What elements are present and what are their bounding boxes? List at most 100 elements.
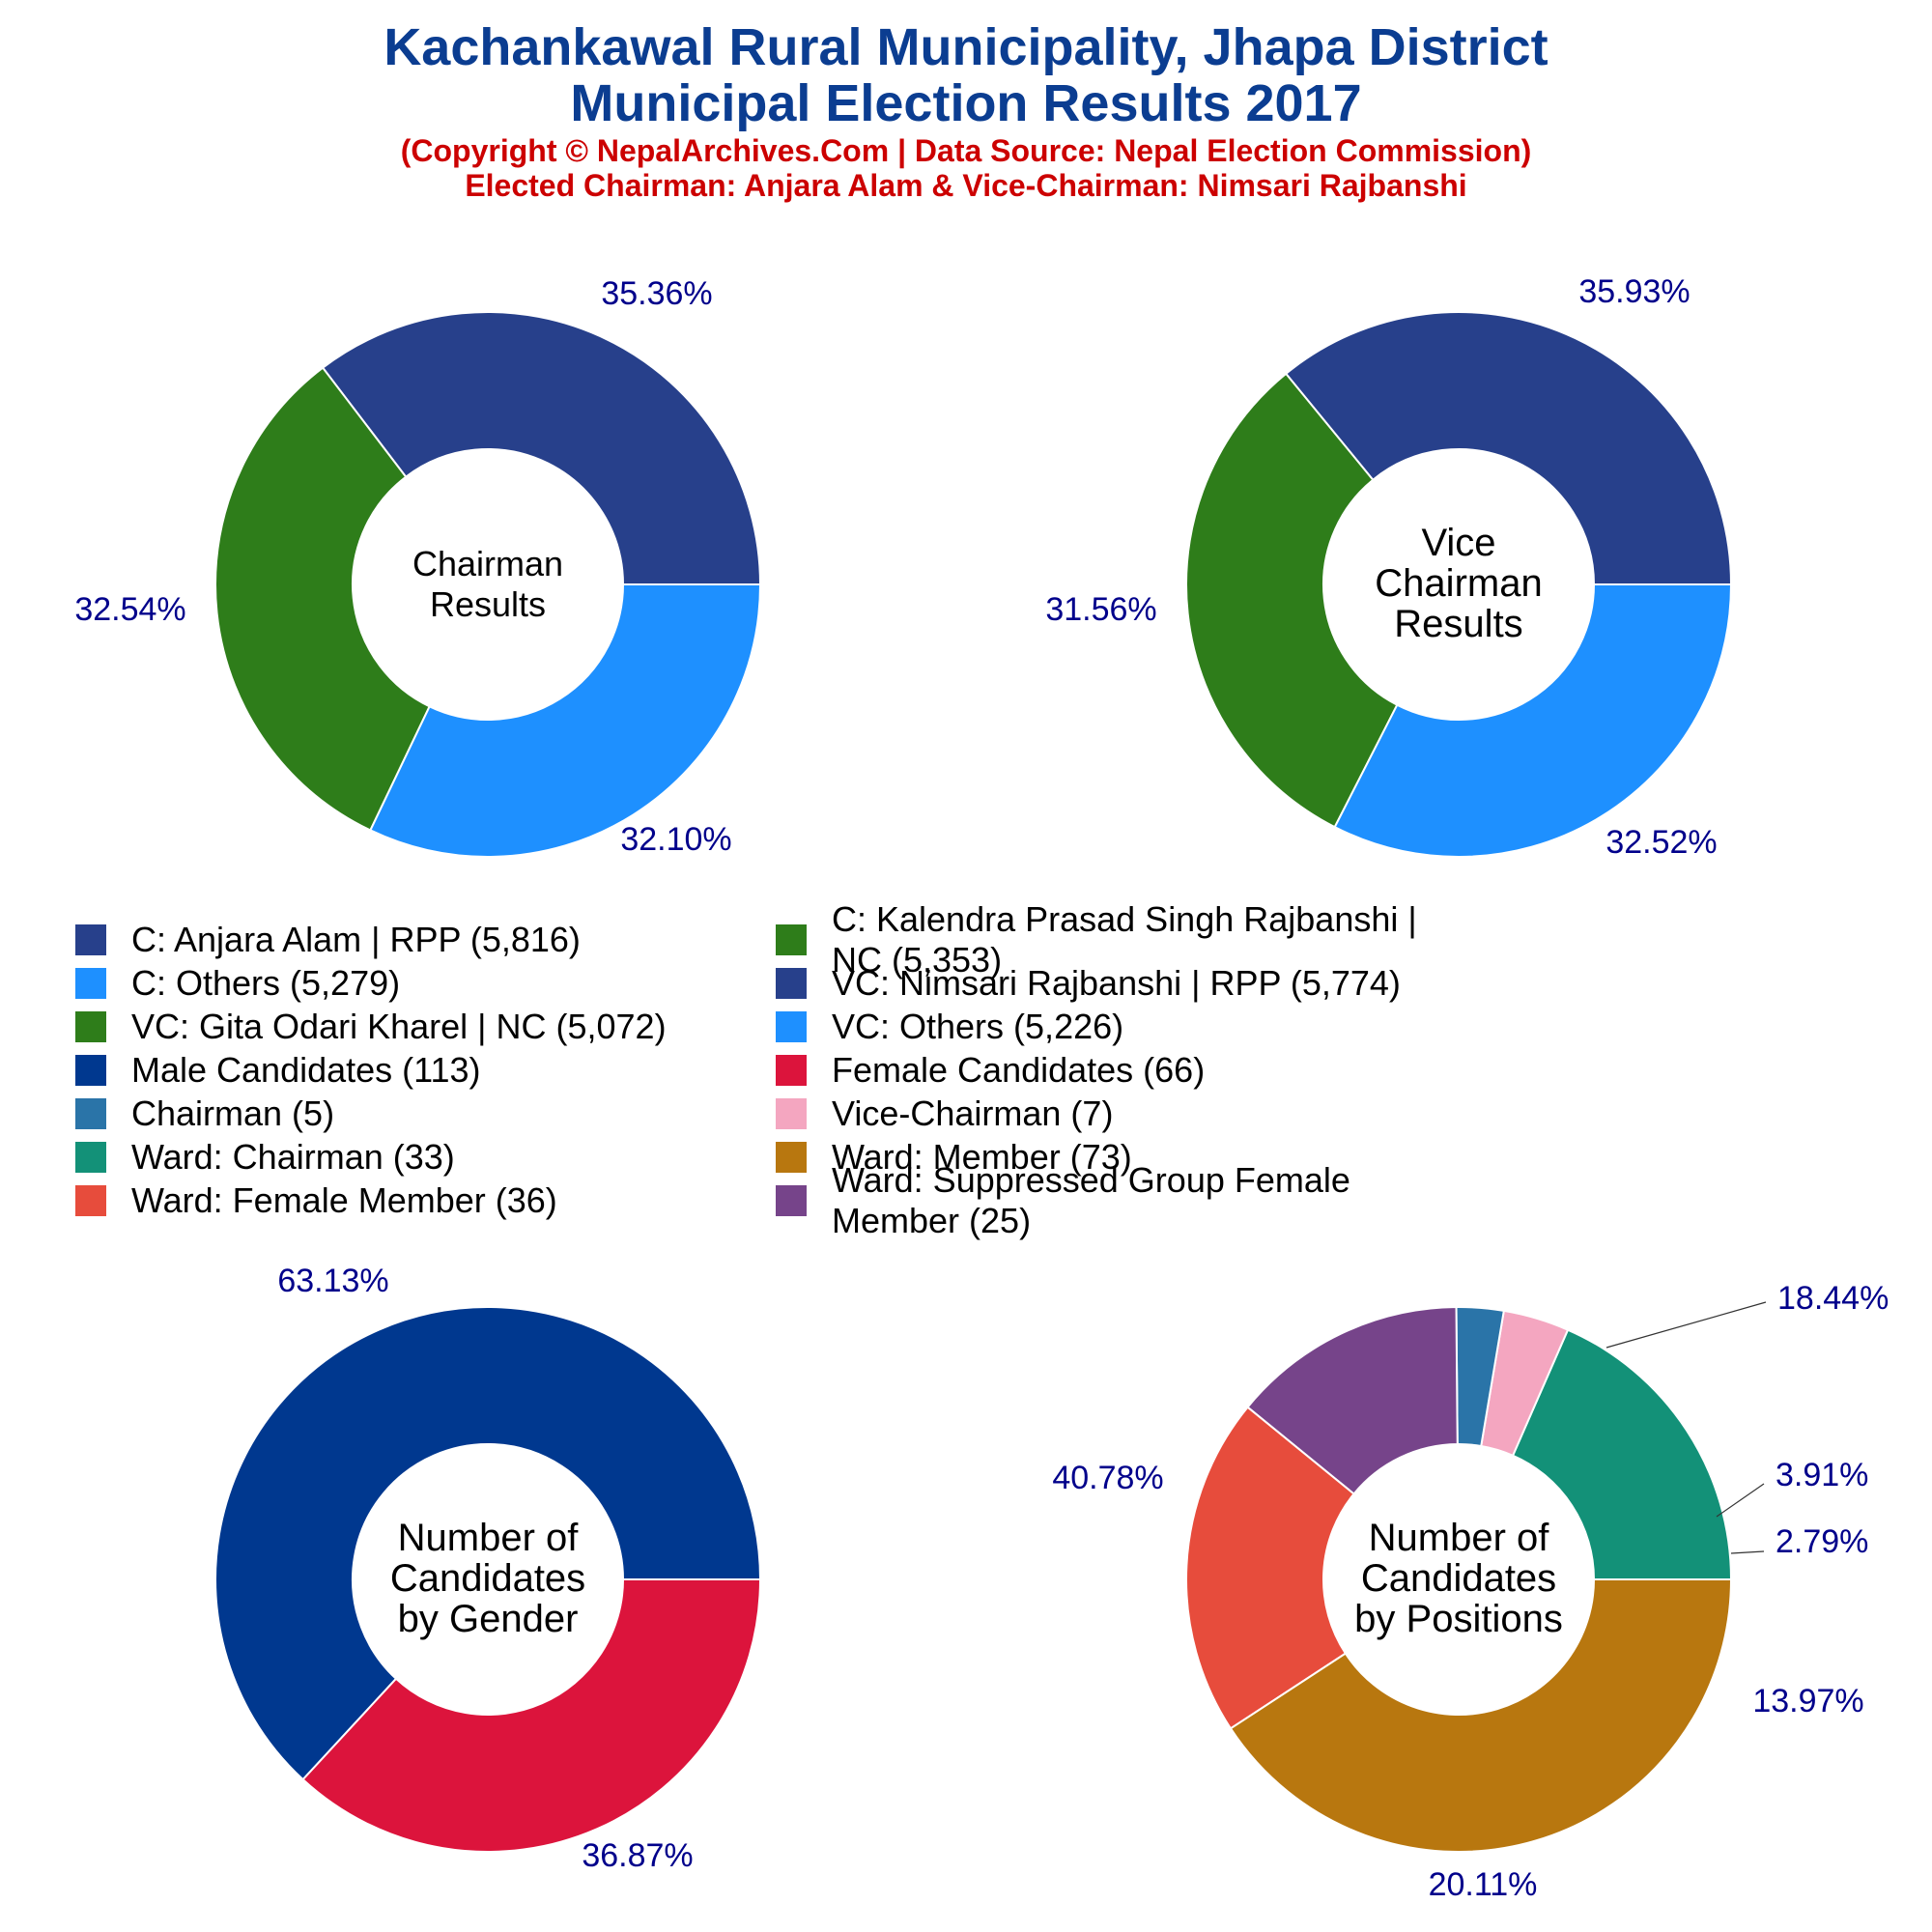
label-leader-line [1605, 1301, 1767, 1349]
legend-swatch [75, 1141, 106, 1173]
legend-row: Chairman (5) Vice-Chairman (7) [75, 1092, 1911, 1135]
legend-label: Vice-Chairman (7) [832, 1093, 1114, 1133]
donut-slice [1246, 1306, 1459, 1495]
donut-slice [214, 366, 431, 832]
legend-label: Ward: Suppressed Group Female Member (25… [832, 1159, 1350, 1240]
legend-swatch [776, 1184, 807, 1216]
legend-swatch [776, 1097, 807, 1129]
legend-swatch [776, 1010, 807, 1042]
legend-swatch [75, 967, 106, 999]
donut-center-label: Results [430, 584, 546, 624]
chart-subtitle-line2: Elected Chairman: Anjara Alam & Vice-Cha… [465, 168, 1467, 203]
legend-item: Chairman (5) [75, 1094, 776, 1134]
chart-header: Kachankawal Rural Municipality, Jhapa Di… [0, 19, 1932, 203]
legend-label: Ward: Chairman (33) [131, 1136, 455, 1177]
legend-row: Male Candidates (113) Female Candidates (… [75, 1048, 1911, 1092]
slice-percent-label: 13.97% [1752, 1683, 1863, 1719]
legend-label: Ward: Member (73) [832, 1136, 1132, 1177]
slice-percent-label: 63.13% [277, 1263, 388, 1299]
slice-percent-label: 2.79% [1776, 1523, 1868, 1560]
legend-item: C: Kalendra Prasad Singh Rajbanshi | NC … [776, 899, 1476, 980]
legend-item: VC: Nimsari Rajbanshi | RPP (5,774) [776, 963, 1476, 1004]
donut-center-label: Candidates [390, 1557, 585, 1600]
legend-label: Male Candidates (113) [131, 1049, 481, 1090]
donut-center-label: by Positions [1354, 1598, 1563, 1640]
label-leader-line [1730, 1550, 1765, 1554]
slice-percent-label: 36.87% [582, 1837, 693, 1874]
donut-slice [1333, 583, 1733, 858]
slice-percent-label: 40.78% [1052, 1460, 1163, 1496]
donut-center-label: Number of [1369, 1517, 1550, 1559]
donut-chart-4: 18.44% 3.91% 2.79% 13.97% 20.11% 40.78% Number… [1052, 1280, 1889, 1903]
legend-label: VC: Gita Odari Kharel | NC (5,072) [131, 1006, 667, 1046]
legend-swatch [776, 923, 807, 955]
slice-percent-label: 3.91% [1776, 1457, 1868, 1493]
donut-center-label: Number of [398, 1517, 580, 1559]
chart-legend: C: Anjara Alam | RPP (5,816) C: Kalendra … [75, 899, 1911, 1240]
legend-swatch [75, 1054, 106, 1086]
donut-center-label: Vice [1421, 522, 1495, 564]
donut-center-label: Results [1394, 603, 1522, 645]
donut-slice [1229, 1578, 1733, 1853]
legend-swatch [776, 1141, 807, 1173]
slice-percent-label: 35.93% [1578, 273, 1690, 310]
slice-percent-label: 20.11% [1429, 1866, 1538, 1903]
legend-label: VC: Others (5,226) [832, 1006, 1124, 1046]
donut-center-label: Chairman [1375, 562, 1542, 605]
chart-title-line2: Municipal Election Results 2017 [570, 74, 1362, 132]
donut-center-label: Candidates [1361, 1557, 1556, 1600]
legend-item: Male Candidates (113) [75, 1050, 776, 1091]
donut-slice [1511, 1328, 1733, 1580]
slice-percent-label: 32.52% [1605, 824, 1717, 861]
legend-item: Ward: Suppressed Group Female Member (25… [776, 1160, 1476, 1241]
legend-swatch [75, 1010, 106, 1042]
legend-swatch [75, 923, 106, 955]
slice-percent-label: 35.36% [601, 275, 712, 312]
legend-label: C: Anjara Alam | RPP (5,816) [131, 919, 581, 959]
legend-label: VC: Nimsari Rajbanshi | RPP (5,774) [832, 962, 1401, 1003]
label-leader-line [1716, 1483, 1765, 1518]
legend-label: C: Kalendra Prasad Singh Rajbanshi | NC … [832, 898, 1417, 980]
donut-slice [214, 1306, 762, 1781]
donut-center-label: by Gender [398, 1598, 579, 1640]
slice-percent-label: 18.44% [1777, 1280, 1889, 1317]
legend-item: Female Candidates (66) [776, 1050, 1476, 1091]
legend-row: VC: Gita Odari Kharel | NC (5,072) VC: Ot… [75, 1005, 1911, 1048]
legend-label: C: Others (5,279) [131, 962, 401, 1003]
legend-item: Ward: Chairman (33) [75, 1137, 776, 1178]
legend-item: Ward: Member (73) [776, 1137, 1476, 1178]
legend-row: Ward: Chairman (33) Ward: Member (73) [75, 1135, 1911, 1179]
legend-label: Female Candidates (66) [832, 1049, 1206, 1090]
slice-percent-label: 32.10% [620, 821, 731, 858]
legend-swatch [75, 1184, 106, 1216]
legend-row: C: Others (5,279) VC: Nimsari Rajbanshi |… [75, 961, 1911, 1005]
slice-percent-label: 31.56% [1045, 591, 1156, 628]
donut-slice [321, 311, 762, 585]
legend-swatch [75, 1097, 106, 1129]
legend-item: VC: Others (5,226) [776, 1007, 1476, 1047]
donut-slice [369, 583, 762, 858]
legend-item: Vice-Chairman (7) [776, 1094, 1476, 1134]
donut-slice [1185, 1406, 1355, 1730]
donut-slice [301, 1578, 762, 1853]
legend-swatch [776, 967, 807, 999]
donut-slice [1284, 310, 1733, 585]
legend-swatch [776, 1054, 807, 1086]
legend-item: VC: Gita Odari Kharel | NC (5,072) [75, 1007, 776, 1047]
slice-percent-label: 32.54% [74, 591, 185, 628]
chart-subtitle-line1: (Copyright © NepalArchives.Com | Data So… [400, 133, 1532, 168]
donut-center-label: Chairman [412, 544, 563, 583]
legend-label: Ward: Female Member (36) [131, 1179, 557, 1220]
legend-row: C: Anjara Alam | RPP (5,816) C: Kalendra … [75, 899, 1911, 980]
legend-item: C: Anjara Alam | RPP (5,816) [75, 920, 776, 960]
chart-title-line1: Kachankawal Rural Municipality, Jhapa Di… [384, 18, 1548, 76]
donut-slice [1185, 372, 1399, 829]
legend-row: Ward: Female Member (36) Ward: Suppressed… [75, 1160, 1911, 1240]
legend-item: Ward: Female Member (36) [75, 1180, 776, 1221]
legend-item: C: Others (5,279) [75, 963, 776, 1004]
legend-label: Chairman (5) [131, 1093, 335, 1133]
